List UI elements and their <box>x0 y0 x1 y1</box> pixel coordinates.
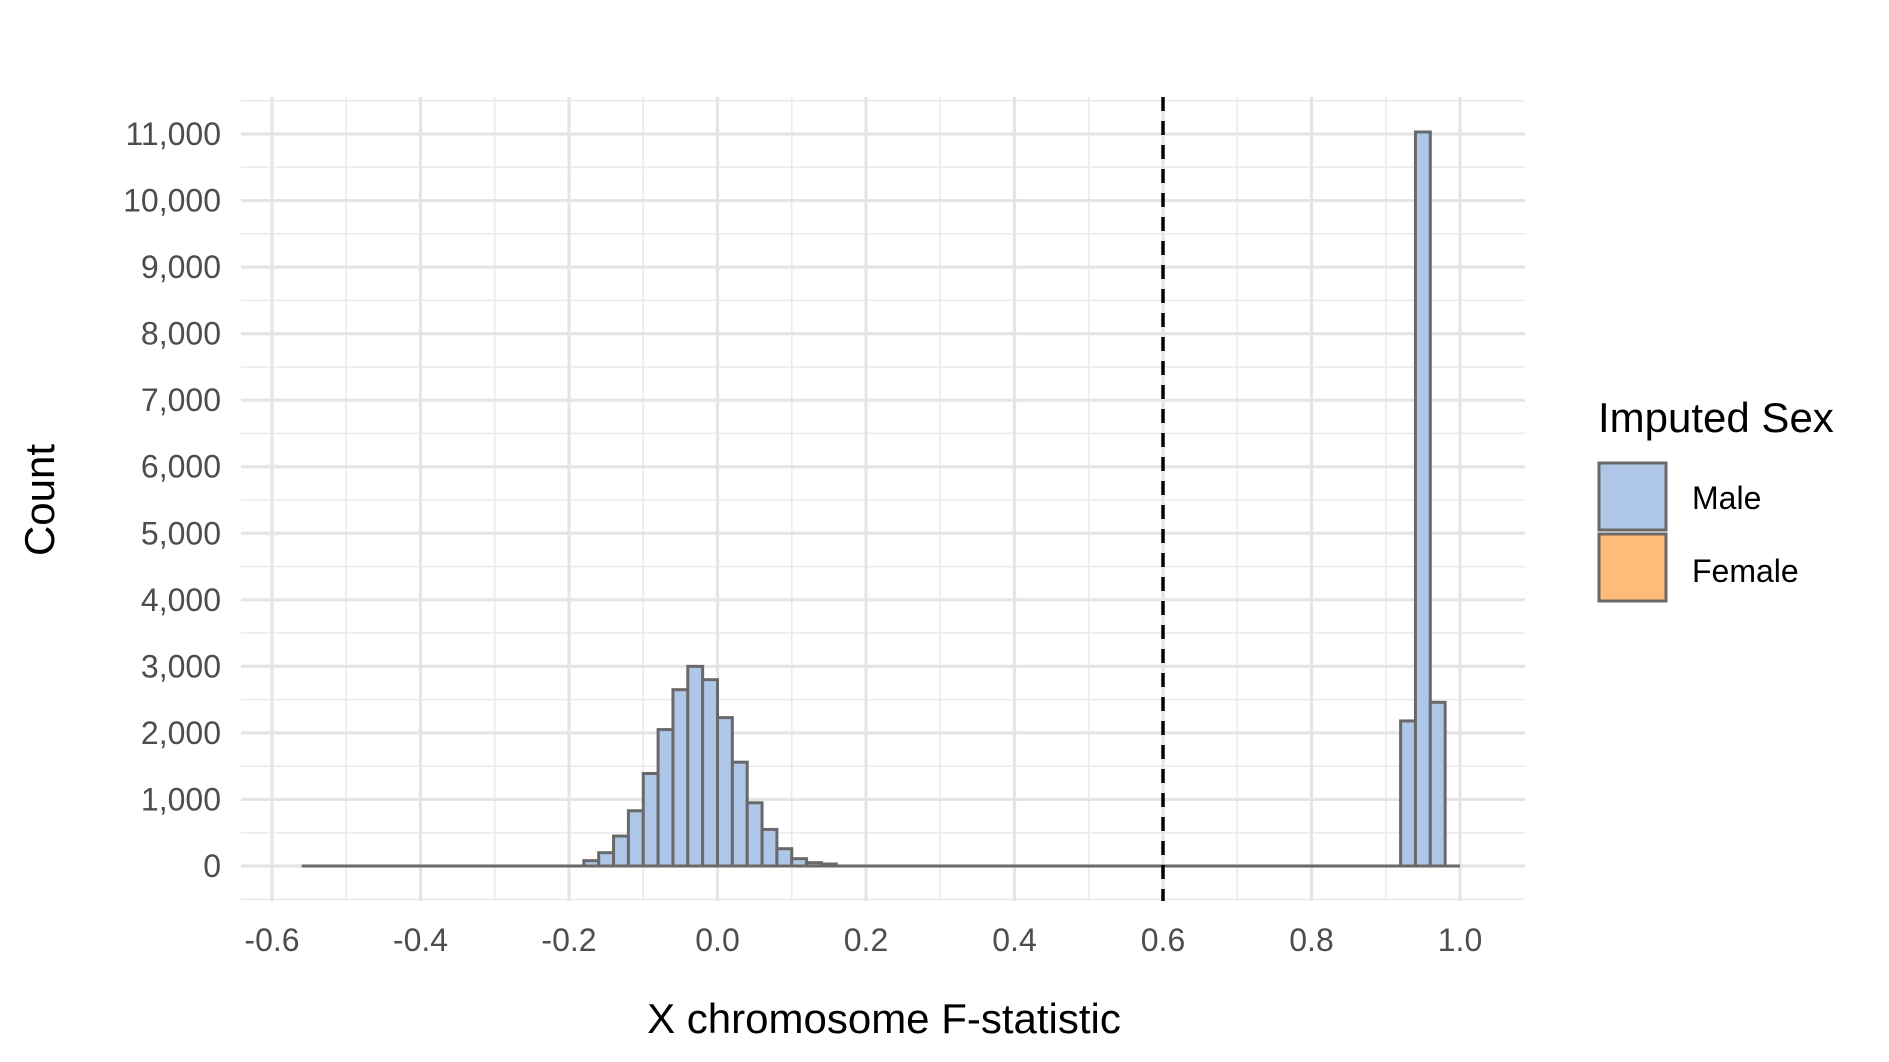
histogram-bar <box>805 861 823 868</box>
histogram-bar <box>745 801 764 868</box>
histogram-bar <box>686 664 705 868</box>
legend-title: Imputed Sex <box>1598 394 1834 441</box>
y-axis-ticks: 0 1,000 2,000 3,000 4,000 5,000 6,000 7,000 8,00… <box>123 116 221 884</box>
y-tick-label: 6,000 <box>141 449 221 485</box>
histogram-bars <box>301 130 1460 868</box>
histogram-bar <box>790 857 809 868</box>
histogram-bar <box>760 827 779 868</box>
legend-swatch-male <box>1597 461 1668 532</box>
y-tick-label: 7,000 <box>141 382 221 418</box>
x-tick-label: 0.4 <box>992 922 1036 958</box>
x-tick-label: -0.2 <box>541 922 596 958</box>
y-axis-title: Count <box>16 444 63 556</box>
histogram-bar <box>1413 130 1432 868</box>
histogram-bar <box>775 847 794 868</box>
legend-label-male: Male <box>1692 480 1761 516</box>
y-tick-label: 10,000 <box>123 183 221 219</box>
legend-swatch-female <box>1597 532 1668 603</box>
histogram-bar <box>671 688 690 868</box>
histogram-bar <box>716 716 734 868</box>
y-tick-label: 9,000 <box>141 249 221 285</box>
y-tick-label: 11,000 <box>126 116 222 152</box>
x-tick-label: -0.6 <box>244 922 299 958</box>
y-tick-label: 8,000 <box>141 316 221 352</box>
grid <box>241 97 1525 901</box>
histogram-bar <box>597 851 616 868</box>
x-axis-ticks: -0.6 -0.4 -0.2 0.0 0.2 0.4 0.6 0.8 1.0 <box>244 922 1482 958</box>
x-tick-label: 0.0 <box>695 922 739 958</box>
y-tick-label: 3,000 <box>141 648 221 684</box>
legend-label-female: Female <box>1692 553 1799 589</box>
histogram-bar <box>1399 719 1417 868</box>
x-tick-label: 1.0 <box>1438 922 1482 958</box>
y-tick-label: 2,000 <box>141 715 221 751</box>
x-tick-label: -0.4 <box>393 922 448 958</box>
histogram-bar <box>1428 700 1447 868</box>
histogram-bar <box>819 862 838 868</box>
histogram-bar <box>656 728 675 868</box>
histogram-bar <box>701 678 720 868</box>
legend: Imputed Sex Male Female <box>1597 394 1834 603</box>
y-tick-label: 1,000 <box>141 781 221 817</box>
y-tick-label: 4,000 <box>141 582 221 618</box>
histogram-bar <box>612 834 630 868</box>
y-tick-label: 5,000 <box>141 515 221 551</box>
histogram-bar <box>641 772 660 868</box>
y-tick-label: 0 <box>203 848 221 884</box>
x-axis-title: X chromosome F-statistic <box>647 995 1121 1042</box>
x-tick-label: 0.2 <box>844 922 888 958</box>
x-tick-label: 0.6 <box>1141 922 1185 958</box>
histogram-bar <box>626 809 645 868</box>
histogram-bar <box>582 859 601 868</box>
histogram-bar <box>730 760 749 868</box>
x-tick-label: 0.8 <box>1289 922 1333 958</box>
